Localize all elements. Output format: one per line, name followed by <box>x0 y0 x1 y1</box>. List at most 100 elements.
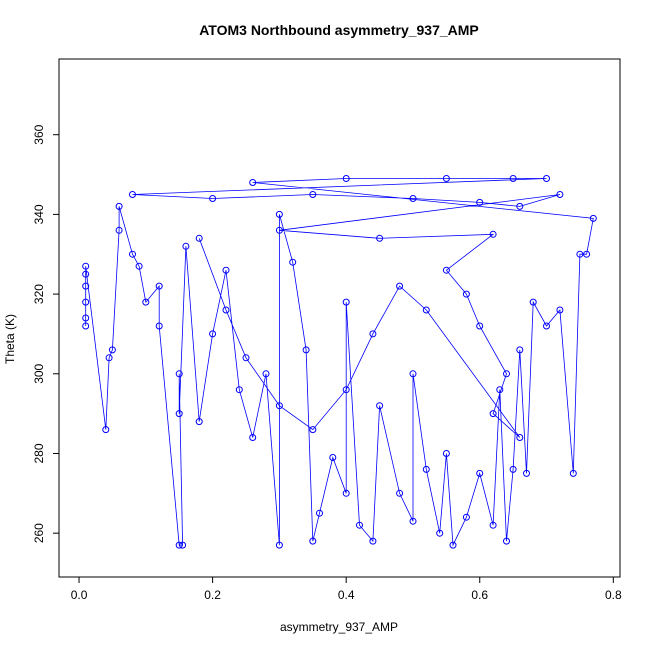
data-point <box>275 541 283 549</box>
data-point <box>442 450 450 457</box>
data-point <box>316 509 323 517</box>
data-point <box>476 322 484 330</box>
data-point <box>529 298 537 306</box>
data-point <box>503 370 510 378</box>
x-tick-label: 0.4 <box>338 588 355 602</box>
data-point <box>82 298 90 306</box>
data-point <box>129 191 136 198</box>
data-point <box>342 298 350 306</box>
x-tick-label: 0.0 <box>71 588 88 602</box>
data-point <box>442 175 450 182</box>
data-point <box>409 370 417 378</box>
data-point <box>105 354 113 362</box>
x-tick-label: 0.2 <box>204 588 221 602</box>
data-point <box>209 330 217 338</box>
y-tick-label: 280 <box>32 443 46 463</box>
data-point <box>275 402 283 410</box>
data-point <box>179 541 187 549</box>
data-point <box>175 410 183 418</box>
data-point <box>516 434 524 441</box>
y-tick-label: 360 <box>32 124 46 144</box>
x-tick-label: 0.8 <box>605 588 622 602</box>
y-tick-label: 260 <box>32 523 46 543</box>
data-point <box>583 250 591 258</box>
x-tick-label: 0.6 <box>471 588 488 602</box>
y-tick-label: 300 <box>32 363 46 383</box>
data-point <box>589 214 597 222</box>
data-point <box>115 226 123 234</box>
data-point <box>543 175 550 182</box>
data-point <box>369 537 377 545</box>
data-point <box>262 370 270 378</box>
data-point <box>396 282 404 290</box>
data-point <box>576 250 584 258</box>
data-point <box>329 454 337 461</box>
data-point <box>376 402 384 410</box>
data-point <box>222 266 230 274</box>
data-point <box>182 242 190 250</box>
data-point <box>489 410 497 418</box>
data-point <box>175 370 183 378</box>
data-point <box>108 346 116 354</box>
y-axis: 260 280 300 320 340 360 <box>32 124 60 543</box>
data-point <box>235 386 243 394</box>
data-point <box>496 386 504 394</box>
series-lines <box>85 178 594 547</box>
y-axis-label: Theta (K) <box>3 314 17 364</box>
data-point <box>309 191 317 198</box>
data-point <box>82 322 90 330</box>
data-point <box>462 290 470 298</box>
series-points <box>82 175 597 549</box>
data-point <box>442 266 450 274</box>
data-point <box>489 521 497 529</box>
data-point <box>556 306 564 314</box>
data-point <box>342 489 350 497</box>
data-point <box>275 210 283 218</box>
data-point <box>289 258 297 266</box>
data-point <box>275 226 283 234</box>
data-point <box>342 386 350 394</box>
data-point <box>82 314 90 322</box>
data-point <box>82 282 90 290</box>
data-point <box>102 426 110 434</box>
data-point <box>476 198 484 206</box>
data-point <box>309 537 317 545</box>
data-point <box>242 354 250 362</box>
data-point <box>409 517 417 525</box>
data-point <box>422 465 430 473</box>
data-point <box>462 513 470 521</box>
chart-title: ATOM3 Northbound asymmetry_937_AMP <box>199 22 479 38</box>
data-point <box>249 434 257 441</box>
data-point <box>569 469 577 477</box>
data-point <box>376 234 384 242</box>
data-point <box>503 537 510 545</box>
data-point <box>302 346 310 354</box>
data-point <box>195 234 203 242</box>
data-point <box>436 529 444 537</box>
x-axis-label: asymmetry_937_AMP <box>280 620 398 634</box>
data-point <box>195 418 203 426</box>
data-point <box>356 521 363 529</box>
y-tick-label: 320 <box>32 284 46 304</box>
data-point <box>369 330 377 338</box>
data-point <box>489 230 497 238</box>
data-point <box>509 465 517 473</box>
data-point <box>516 346 524 354</box>
data-point <box>82 270 90 278</box>
data-point <box>422 306 430 314</box>
data-point <box>129 250 136 258</box>
data-point <box>509 175 517 182</box>
data-point <box>155 322 163 330</box>
data-point <box>155 282 163 290</box>
data-point <box>82 262 90 270</box>
data-point <box>523 469 530 477</box>
data-point <box>556 191 564 198</box>
data-point <box>115 202 123 210</box>
x-axis: 0.0 0.2 0.4 0.6 0.8 <box>71 576 622 602</box>
data-point <box>543 322 550 330</box>
data-point <box>249 179 257 186</box>
data-point <box>135 262 143 270</box>
y-tick-label: 340 <box>32 204 46 224</box>
data-point <box>396 489 404 497</box>
